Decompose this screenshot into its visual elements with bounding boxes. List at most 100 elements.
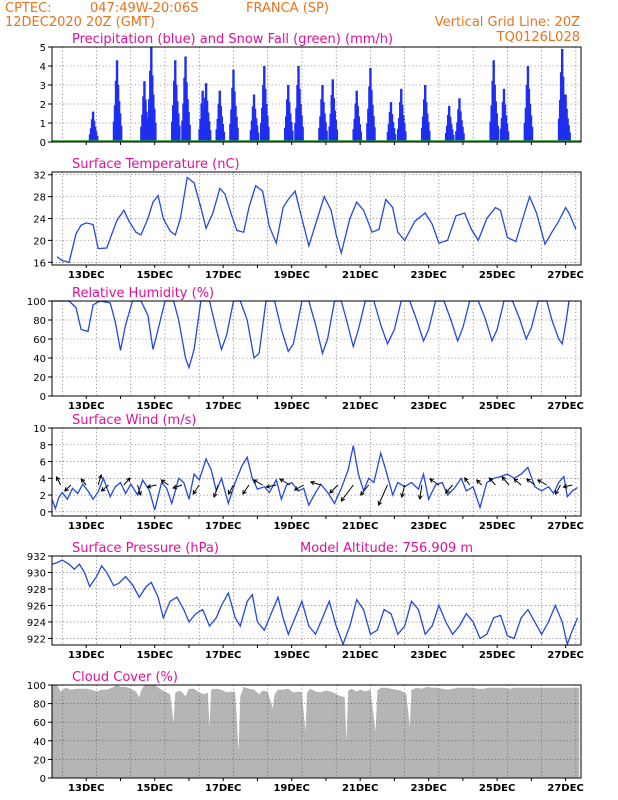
precip-bar bbox=[154, 123, 157, 142]
wind-vector bbox=[160, 479, 169, 486]
y-tick-label: 0 bbox=[40, 392, 46, 403]
x-tick-label: 13DEC bbox=[68, 270, 104, 281]
y-tick-label: 0 bbox=[40, 774, 46, 785]
panel-title: Cloud Cover (%) bbox=[72, 670, 178, 685]
y-tick-label: 4 bbox=[40, 474, 46, 485]
precip-bar bbox=[335, 129, 339, 142]
x-tick-label: 17DEC bbox=[205, 521, 241, 532]
panel-title: Precipitation (blue) and Snow Fall (gree… bbox=[72, 32, 393, 47]
y-tick-label: 4 bbox=[40, 62, 46, 73]
x-tick-label: 23DEC bbox=[410, 650, 446, 661]
y-tick-label: 20 bbox=[33, 755, 46, 766]
x-tick-label: 15DEC bbox=[137, 270, 173, 281]
x-tick-label: 27DEC bbox=[547, 270, 583, 281]
wind-vector bbox=[377, 484, 388, 506]
wind-vector bbox=[64, 484, 72, 492]
x-tick-label: 17DEC bbox=[205, 401, 241, 412]
precip-bar bbox=[301, 126, 304, 142]
x-tick-label: 13DEC bbox=[68, 401, 104, 412]
header-center: CPTEC: bbox=[5, 1, 52, 16]
wind-vector bbox=[100, 484, 109, 492]
panel-frame bbox=[51, 555, 582, 646]
wind-vector bbox=[309, 480, 321, 486]
x-tick-label: 13DEC bbox=[68, 783, 104, 794]
wind-vector bbox=[123, 477, 131, 486]
precip-bar bbox=[428, 130, 431, 142]
cloud-area bbox=[52, 685, 580, 778]
precip-bar bbox=[530, 126, 534, 142]
x-tick-label: 23DEC bbox=[410, 783, 446, 794]
panel-5: Cloud Cover (%) 0 20 40 60 80 100 13DEC 15DEC 17D… bbox=[27, 670, 584, 794]
y-tick-label: 28 bbox=[33, 193, 46, 204]
x-tick-label: 23DEC bbox=[410, 270, 446, 281]
wind-vector bbox=[501, 476, 510, 486]
panel-frame bbox=[51, 171, 582, 266]
wind-vector bbox=[429, 478, 440, 486]
precip-bar bbox=[178, 125, 181, 142]
x-tick-label: 15DEC bbox=[137, 401, 173, 412]
x-tick-label: 19DEC bbox=[273, 783, 309, 794]
precip-bar bbox=[462, 133, 465, 142]
y-tick-label: 930 bbox=[27, 568, 46, 579]
y-tick-label: 40 bbox=[33, 737, 46, 748]
panel-title: Surface Pressure (hPa) bbox=[72, 541, 219, 556]
wind-vector bbox=[192, 484, 200, 495]
wind-vector bbox=[265, 484, 277, 489]
wind-vector bbox=[242, 484, 250, 495]
x-tick-label: 23DEC bbox=[410, 401, 446, 412]
precip-bar bbox=[208, 130, 212, 142]
wind-vector bbox=[536, 479, 548, 486]
y-tick-label: 928 bbox=[27, 585, 46, 596]
y-tick-label: 1 bbox=[40, 119, 46, 130]
y-tick-label: 5 bbox=[40, 43, 46, 54]
wind-vector bbox=[55, 476, 62, 486]
header-grid-note: Vertical Grid Line: 20Z bbox=[435, 15, 580, 30]
x-tick-label: 13DEC bbox=[68, 650, 104, 661]
x-tick-label: 19DEC bbox=[273, 521, 309, 532]
precip-bar bbox=[359, 131, 363, 142]
precip-bar bbox=[188, 124, 191, 142]
x-tick-label: 21DEC bbox=[342, 521, 378, 532]
wind-vector bbox=[212, 484, 219, 498]
y-tick-label: 932 bbox=[27, 552, 46, 563]
precip-bar bbox=[256, 132, 260, 142]
header-coords: 047:49W-20:06S bbox=[90, 1, 198, 16]
precip-bar bbox=[267, 126, 270, 142]
y-tick-label: 3 bbox=[40, 81, 46, 92]
wind-vector bbox=[97, 474, 103, 486]
y-tick-label: 8 bbox=[40, 441, 46, 452]
wind-vector bbox=[417, 484, 423, 501]
wind-vector bbox=[513, 478, 522, 486]
precip-bar bbox=[568, 132, 571, 142]
panel-2: Relative Humidity (%) 0 20 40 60 80 100 13DEC 15… bbox=[27, 286, 584, 412]
y-tick-label: 6 bbox=[40, 458, 46, 469]
wind-vector bbox=[146, 484, 157, 489]
y-tick-label: 24 bbox=[33, 215, 46, 226]
series-line bbox=[51, 445, 578, 511]
x-tick-label: 17DEC bbox=[205, 650, 241, 661]
wind-vector bbox=[475, 479, 483, 486]
wind-vector bbox=[488, 477, 496, 486]
wind-vector bbox=[80, 478, 87, 486]
precip-bar bbox=[325, 130, 328, 142]
panel-1: Surface Temperature (nC) 16 20 24 28 32 13DEC 1… bbox=[33, 157, 584, 281]
series-line bbox=[51, 559, 579, 647]
x-tick-label: 25DEC bbox=[479, 270, 515, 281]
y-tick-label: 16 bbox=[33, 258, 46, 269]
panel-title: Relative Humidity (%) bbox=[72, 286, 214, 301]
precip-bar bbox=[373, 127, 376, 142]
x-tick-label: 15DEC bbox=[137, 521, 173, 532]
wind-vector bbox=[555, 484, 561, 495]
y-tick-label: 100 bbox=[27, 297, 46, 308]
precip-bar bbox=[452, 134, 455, 142]
y-tick-label: 0 bbox=[40, 508, 46, 519]
header-location: FRANCA (SP) bbox=[246, 1, 329, 16]
panel-title: Surface Temperature (nC) bbox=[72, 157, 240, 172]
panels: Precipitation (blue) and Snow Fall (gree… bbox=[27, 32, 584, 794]
y-tick-label: 40 bbox=[33, 354, 46, 365]
precip-bar bbox=[291, 130, 294, 142]
wind-vector bbox=[137, 484, 142, 497]
x-tick-label: 21DEC bbox=[342, 270, 378, 281]
panel-frame bbox=[51, 427, 582, 517]
